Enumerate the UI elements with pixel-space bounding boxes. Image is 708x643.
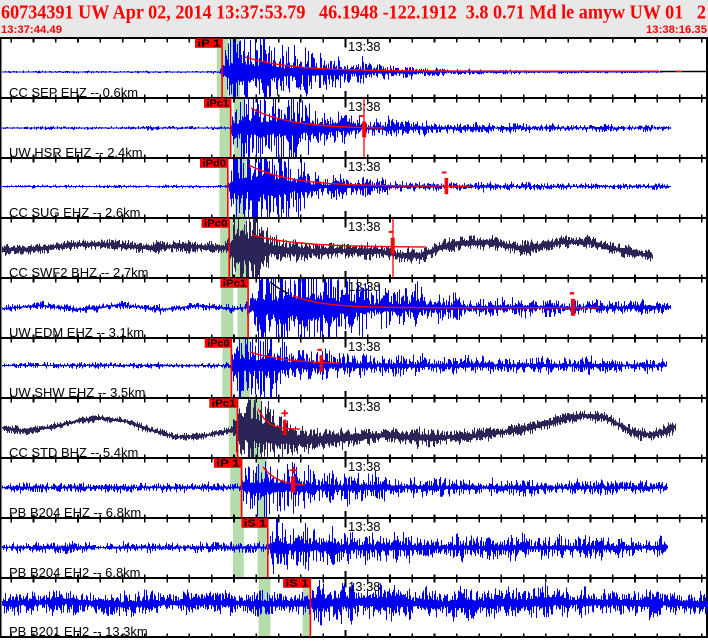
svg-text:13:38:16.35: 13:38:16.35 xyxy=(646,24,707,36)
svg-text:UW HSR EHZ -- 2.4km: UW HSR EHZ -- 2.4km xyxy=(9,145,143,160)
svg-text:iP 1: iP 1 xyxy=(198,39,221,50)
svg-text:CC SWF2 BHZ -- 2.7km: CC SWF2 BHZ -- 2.7km xyxy=(9,265,148,280)
svg-text:iPc1: iPc1 xyxy=(207,99,230,110)
svg-text:iPc0: iPc0 xyxy=(207,339,230,350)
svg-text:13:38: 13:38 xyxy=(348,159,381,174)
svg-text:13:38: 13:38 xyxy=(348,99,381,114)
svg-text:iPd0: iPd0 xyxy=(203,159,227,170)
svg-text:60734391 UW Apr 02, 2014 13:37: 60734391 UW Apr 02, 2014 13:37:53.79 46.… xyxy=(1,1,706,23)
svg-text:UW EDM EHZ -- 3.1km: UW EDM EHZ -- 3.1km xyxy=(9,325,144,340)
svg-text:PB B204 EHZ -- 6.8km: PB B204 EHZ -- 6.8km xyxy=(9,505,141,520)
svg-text:13:38: 13:38 xyxy=(348,459,381,474)
svg-text:CC STD BHZ -- 5.4km: CC STD BHZ -- 5.4km xyxy=(9,445,138,460)
svg-text:iP 1: iP 1 xyxy=(216,459,240,470)
svg-text:iPc1: iPc1 xyxy=(223,279,247,290)
svg-text:PB B201 EH2 -- 13.3km: PB B201 EH2 -- 13.3km xyxy=(9,624,148,638)
svg-text:13:38: 13:38 xyxy=(348,339,381,354)
svg-text:13:38: 13:38 xyxy=(348,279,381,294)
svg-text:13:38: 13:38 xyxy=(348,219,381,234)
svg-text:iPc0: iPc0 xyxy=(204,219,228,230)
svg-text:13:37:44.49: 13:37:44.49 xyxy=(1,24,62,36)
svg-text:iS 1: iS 1 xyxy=(244,519,267,530)
svg-text:iPc1: iPc1 xyxy=(212,399,236,410)
svg-text:CC SUG EHZ -- 2.6km: CC SUG EHZ -- 2.6km xyxy=(9,205,140,220)
svg-text:13:38: 13:38 xyxy=(348,519,381,534)
svg-text:UW SHW EHZ -- 3.5km: UW SHW EHZ -- 3.5km xyxy=(9,385,146,400)
svg-text:iS 1: iS 1 xyxy=(286,579,310,590)
svg-text:PB B204 EH2 -- 6.8km: PB B204 EH2 -- 6.8km xyxy=(9,565,141,580)
svg-text:13:38: 13:38 xyxy=(348,399,381,414)
svg-text:13:38: 13:38 xyxy=(348,579,381,594)
svg-text:13:38: 13:38 xyxy=(348,39,381,54)
svg-text:CC SEP EHZ -- 0.6km: CC SEP EHZ -- 0.6km xyxy=(9,85,138,100)
